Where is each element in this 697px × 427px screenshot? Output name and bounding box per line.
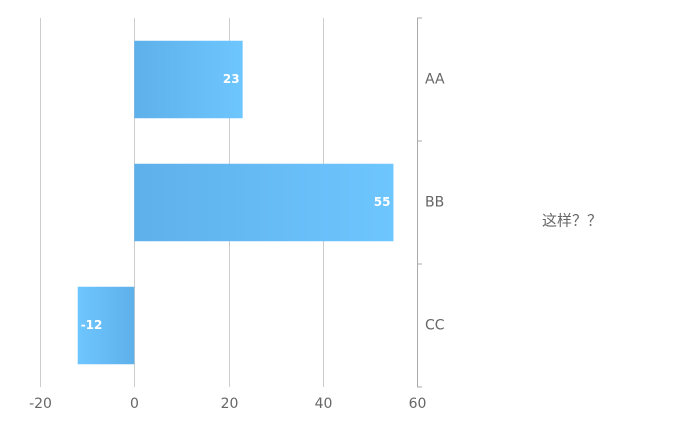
bar xyxy=(134,163,394,242)
bar xyxy=(134,40,243,119)
bar xyxy=(77,286,135,365)
y-tick-label: CC xyxy=(425,318,445,334)
y-tick-label: BB xyxy=(425,195,444,211)
x-tick-label: 0 xyxy=(130,396,139,412)
annotation: 这样？？ xyxy=(542,212,602,230)
value-label: 55 xyxy=(374,195,391,209)
value-label: -12 xyxy=(81,318,103,332)
value-label: 23 xyxy=(223,72,240,86)
x-tick-label: -20 xyxy=(29,396,52,412)
x-tick-label: 40 xyxy=(315,396,333,412)
y-tick-label: AA xyxy=(425,72,445,88)
x-tick-label: 60 xyxy=(409,396,427,412)
x-tick-label: 20 xyxy=(221,396,239,412)
